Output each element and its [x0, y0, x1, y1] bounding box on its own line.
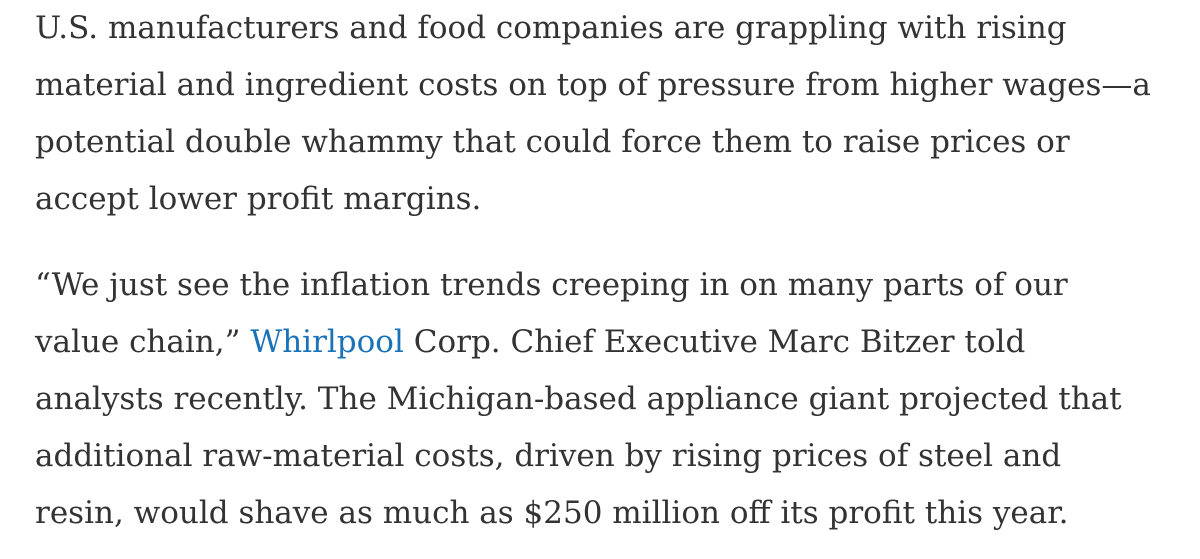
paragraph-line: additional raw-material costs, driven by… — [35, 438, 1062, 474]
whirlpool-company-link[interactable]: Whirlpool — [250, 324, 404, 360]
paragraph-line: resin, would shave as much as $250 milli… — [35, 495, 1069, 531]
paragraph-line: value chain,” Whirlpool Corp. Chief Exec… — [35, 314, 1122, 371]
paragraph-1: U.S. manufacturers and food companies ar… — [35, 0, 1151, 228]
paragraph-line: potential double whammy that could force… — [35, 124, 1070, 160]
paragraph-line: material and ingredient costs on top of … — [35, 67, 1151, 103]
paragraph-line: “We just see the inflation trends creepi… — [35, 267, 1068, 303]
paragraph-line: analysts recently. The Michigan-based ap… — [35, 381, 1122, 417]
text-segment: value chain,” — [35, 324, 251, 360]
text-segment: Corp. Chief Executive Marc Bitzer told — [403, 324, 1026, 360]
paragraph-line: accept lower profit margins. — [35, 181, 482, 217]
paragraph-2: “We just see the inflation trends creepi… — [35, 257, 1122, 542]
paragraph-line: U.S. manufacturers and food companies ar… — [35, 10, 1067, 46]
